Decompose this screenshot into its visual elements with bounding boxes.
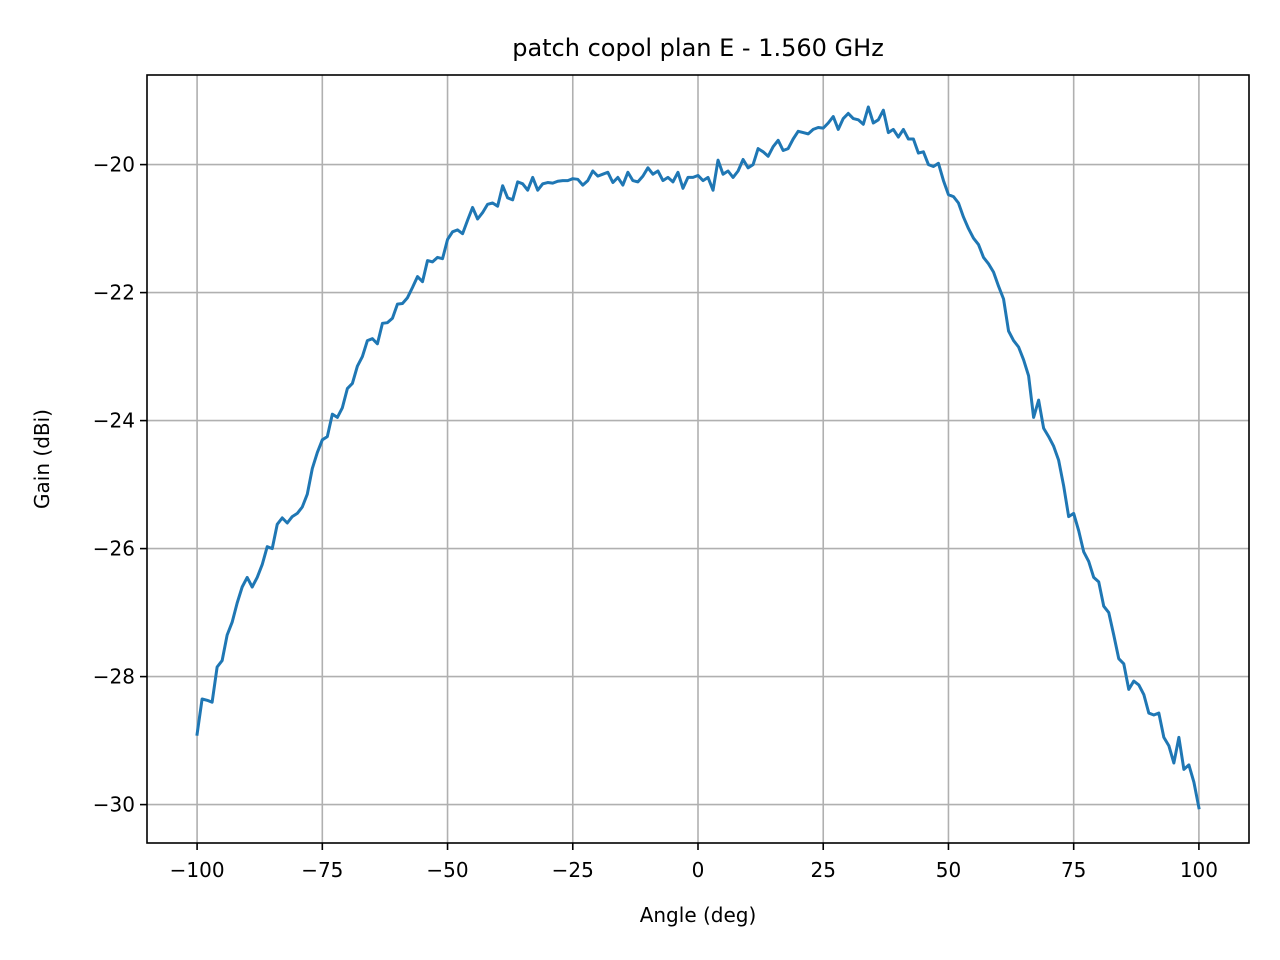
data-series [195, 105, 1201, 810]
chart-title: patch copol plan E - 1.560 GHz [512, 34, 884, 62]
y-tick-label: −20 [93, 153, 135, 177]
y-tick-label: −22 [93, 281, 135, 305]
x-tick-label: 100 [1180, 858, 1218, 882]
x-tick-label: 50 [936, 858, 961, 882]
y-axis-ticks: −30 −28 −26 −24 −22 −20 [93, 153, 147, 817]
grid [147, 75, 1249, 843]
y-tick-label: −28 [93, 665, 135, 689]
y-tick-label: −26 [93, 537, 135, 561]
y-tick-label: −24 [93, 409, 135, 433]
x-tick-label: 0 [692, 858, 705, 882]
x-tick-label: −100 [170, 858, 225, 882]
x-tick-label: −50 [426, 858, 468, 882]
x-tick-label: 75 [1061, 858, 1086, 882]
x-tick-label: −75 [301, 858, 343, 882]
x-axis-ticks: −100 −75 −50 −25 0 25 50 75 100 [170, 843, 1218, 882]
y-tick-label: −30 [93, 793, 135, 817]
series-line [195, 105, 1201, 810]
x-axis-label: Angle (deg) [640, 903, 757, 927]
y-axis-label: Gain (dBi) [30, 409, 54, 509]
x-tick-label: 25 [811, 858, 836, 882]
x-tick-label: −25 [552, 858, 594, 882]
